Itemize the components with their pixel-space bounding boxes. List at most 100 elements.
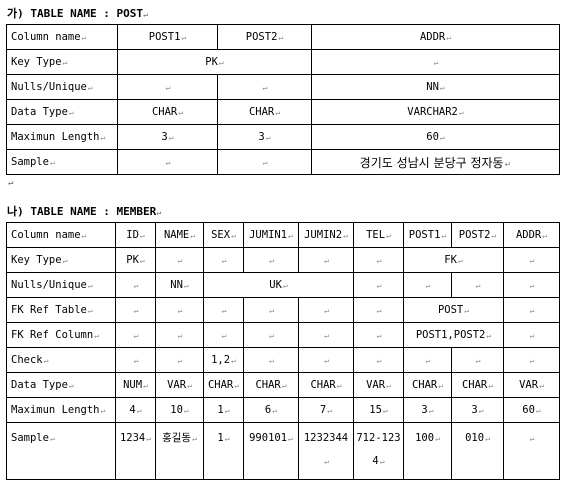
member-type-cell: VAR↵ (503, 372, 560, 398)
paragraph-mark-icon: ↵ (336, 381, 342, 390)
paragraph-mark-icon: ↵ (288, 434, 293, 443)
empty-cell: ↵ (298, 247, 354, 273)
member-type-cell: NUM↵ (115, 372, 156, 398)
empty-cell: ↵ (298, 297, 354, 323)
paragraph-mark-icon: ↵ (439, 83, 445, 92)
paragraph-mark-icon: ↵ (324, 457, 329, 466)
paragraph-mark-icon: ↵ (177, 306, 183, 315)
member-col-post1: POST1↵ (403, 222, 452, 248)
member-type-cell: CHAR↵ (243, 372, 299, 398)
post-pk-cell: PK↵ (117, 49, 312, 75)
post-post2-nulls-cell: ↵ (217, 74, 312, 100)
paragraph-mark-icon: ↵ (446, 33, 452, 42)
paragraph-mark-icon: ↵ (379, 457, 385, 466)
paragraph-mark-icon: ↵ (81, 231, 87, 240)
paragraph-mark-icon: ↵ (133, 306, 139, 315)
empty-cell: ↵ (115, 322, 156, 348)
empty-cell: ↵ (243, 322, 299, 348)
member-sample-cell: 990101↵ (243, 422, 299, 480)
post-post1-type-cell: CHAR↵ (117, 99, 218, 125)
empty-cell: ↵ (353, 347, 404, 373)
post-nulls-row: Nulls/Unique↵ ↵ ↵ NN↵ (6, 74, 560, 100)
empty-cell: ↵ (403, 272, 452, 298)
empty-cell: ↵ (503, 297, 560, 323)
empty-cell: ↵ (298, 322, 354, 348)
post-maxlen-row: Maximun Length↵ 3↵ 3↵ 60↵ (6, 124, 560, 150)
member-col-post2: POST2↵ (451, 222, 504, 248)
paragraph-mark-icon: ↵ (187, 381, 192, 390)
post-table: Column name↵ POST1↵ POST2↵ ADDR↵ Key Typ… (6, 24, 560, 175)
paragraph-mark-icon: ↵ (221, 331, 227, 340)
member-type-cell: CHAR↵ (203, 372, 244, 398)
paragraph-mark-icon: ↵ (68, 108, 74, 117)
member-type-cell: CHAR↵ (451, 372, 504, 398)
paragraph-mark-icon: ↵ (438, 381, 444, 390)
post-addr-len-cell: 60↵ (311, 124, 560, 150)
paragraph-mark-icon: ↵ (486, 331, 492, 340)
paragraph-mark-icon: ↵ (168, 133, 174, 142)
empty-cell: ↵ (353, 272, 404, 298)
empty-cell: ↵ (243, 347, 299, 373)
paragraph-mark-icon: ↵ (100, 406, 106, 415)
paragraph-mark-icon: ↵ (485, 434, 490, 443)
empty-cell: ↵ (203, 247, 244, 273)
member-table-heading: 나) TABLE NAME : MEMBER↵ (7, 205, 162, 218)
paragraph-mark-icon: ↵ (386, 381, 391, 390)
member-col-id: ID↵ (115, 222, 156, 248)
empty-cell: ↵ (451, 347, 504, 373)
post-sample-row: Sample↵ ↵ ↵ 경기도 성남시 분당구 정자동↵ (6, 149, 560, 175)
paragraph-mark-icon: ↵ (464, 306, 470, 315)
member-sample-cell: 1234↵ (115, 422, 156, 480)
member-maxlen-row: Maximun Length↵ 4↵ 10↵ 1↵ 6↵ 7↵ 15↵ 3↵ 3… (6, 397, 560, 423)
row-label: Key Type↵ (6, 49, 118, 75)
paragraph-mark-icon: ↵ (62, 58, 68, 67)
paragraph-mark-icon: ↵ (177, 331, 183, 340)
member-check-row: Check↵ ↵ ↵ 1,2↵ ↵ ↵ ↵ ↵ ↵ ↵ (6, 347, 560, 373)
paragraph-mark-icon: ↵ (425, 356, 431, 365)
empty-cell: ↵ (155, 247, 204, 273)
paragraph-mark-icon: ↵ (262, 158, 268, 167)
row-label: Maximun Length↵ (6, 397, 116, 423)
row-label: Data Type↵ (6, 99, 118, 125)
paragraph-mark-icon: ↵ (224, 406, 230, 415)
member-len-cell: 3↵ (451, 397, 504, 423)
post-col-post1: POST1↵ (117, 24, 218, 50)
paragraph-mark-icon: ↵ (343, 231, 348, 240)
row-label: Maximun Length↵ (6, 124, 118, 150)
paragraph-mark-icon: ↵ (190, 231, 196, 240)
member-type-cell: CHAR↵ (298, 372, 354, 398)
paragraph-mark-icon: ↵ (192, 434, 197, 443)
paragraph-mark-icon: ↵ (458, 108, 464, 117)
row-label: Key Type↵ (6, 247, 116, 273)
member-sample-row: Sample↵ 1234↵ 홍길동↵ 1↵ 990101↵ 1232344↵ 7… (6, 422, 560, 480)
post-post2-type-cell: CHAR↵ (217, 99, 312, 125)
paragraph-mark-icon: ↵ (165, 158, 171, 167)
member-post-fk-cell: FK↵ (403, 247, 504, 273)
row-label: Check↵ (6, 347, 116, 373)
paragraph-mark-icon: ↵ (49, 434, 55, 443)
empty-cell: ↵ (503, 347, 560, 373)
paragraph-mark-icon: ↵ (529, 306, 535, 315)
member-len-cell: 1↵ (203, 397, 244, 423)
member-col-jumin2: JUMIN2↵ (298, 222, 354, 248)
paragraph-mark-icon: ↵ (165, 83, 171, 92)
paragraph-mark-icon: ↵ (376, 256, 382, 265)
post-col-label: Column name↵ (6, 24, 118, 50)
paragraph-mark-icon: ↵ (49, 158, 55, 167)
paragraph-mark-icon: ↵ (529, 356, 535, 365)
paragraph-mark-icon: ↵ (478, 406, 484, 415)
post-header-row: Column name↵ POST1↵ POST2↵ ADDR↵ (6, 24, 560, 50)
paragraph-mark-icon: ↵ (234, 381, 240, 390)
paragraph-mark-icon: ↵ (535, 406, 541, 415)
member-id-pk-cell: PK↵ (115, 247, 156, 273)
paragraph-mark-icon: ↵ (376, 331, 382, 340)
paragraph-mark-icon: ↵ (139, 231, 145, 240)
row-label: FK Ref Column↵ (6, 322, 116, 348)
member-datatype-row: Data Type↵ NUM↵ VAR↵ CHAR↵ CHAR↵ CHAR↵ V… (6, 372, 560, 398)
paragraph-mark-icon: ↵ (376, 306, 382, 315)
member-len-cell: 60↵ (503, 397, 560, 423)
paragraph-mark-icon: ↵ (146, 434, 152, 443)
post-datatype-row: Data Type↵ CHAR↵ CHAR↵ VARCHAR2↵ (6, 99, 560, 125)
empty-cell: ↵ (298, 347, 354, 373)
empty-cell: ↵ (403, 347, 452, 373)
